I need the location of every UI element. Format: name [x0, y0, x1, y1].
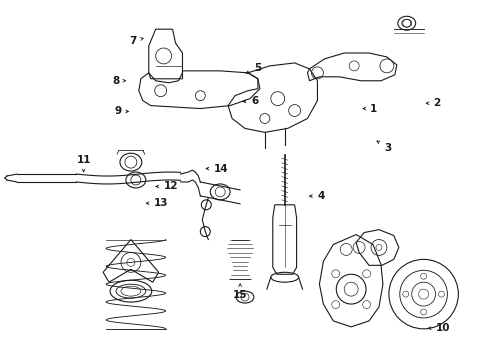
- Text: 11: 11: [76, 156, 91, 172]
- Text: 8: 8: [112, 76, 125, 86]
- Text: 14: 14: [206, 163, 228, 174]
- Text: 9: 9: [114, 107, 128, 116]
- Text: 7: 7: [129, 36, 143, 46]
- Text: 5: 5: [246, 63, 262, 73]
- Text: 10: 10: [428, 323, 450, 333]
- Text: 4: 4: [310, 191, 325, 201]
- Text: 15: 15: [233, 284, 247, 300]
- Text: 2: 2: [426, 98, 441, 108]
- Text: 13: 13: [146, 198, 168, 208]
- Text: 1: 1: [363, 104, 377, 113]
- Text: 3: 3: [377, 141, 391, 153]
- Text: 6: 6: [243, 96, 258, 107]
- Text: 12: 12: [156, 181, 178, 192]
